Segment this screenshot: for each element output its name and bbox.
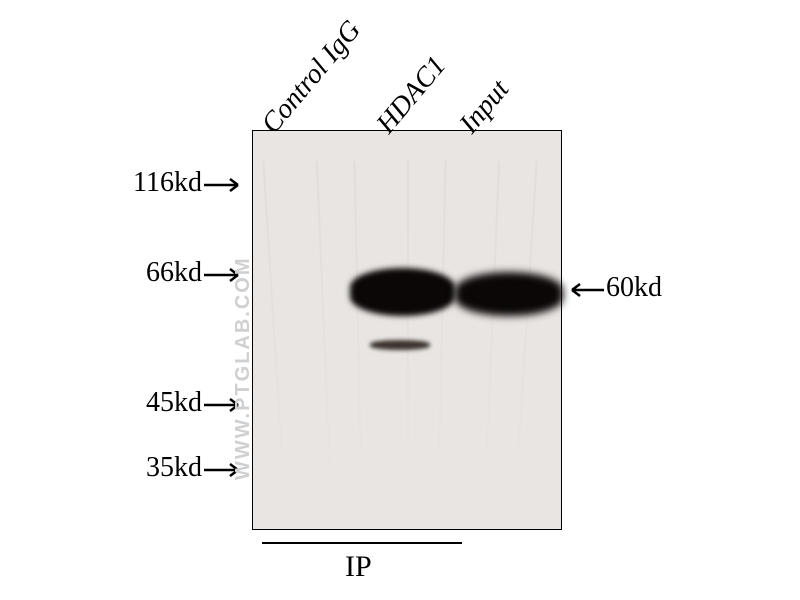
marker-label: 116kd [102, 167, 202, 199]
blot-streak [484, 161, 500, 501]
watermark-text: WWW.PTGLAB.COM [232, 256, 255, 480]
lane-label: Control IgG [255, 15, 367, 140]
band [350, 268, 455, 316]
figure-container: 116kd66kd45kd35kd Control IgGHDAC1Input … [0, 0, 800, 600]
marker-arrow [204, 175, 248, 200]
ip-label: IP [345, 550, 372, 584]
blot-streak [407, 161, 409, 501]
blot-streak [353, 161, 362, 501]
blot-streak [316, 161, 332, 501]
blot-streak [437, 161, 446, 501]
result-arrow [564, 280, 604, 305]
band [455, 272, 563, 316]
marker-label: 45kd [102, 387, 202, 419]
lane-label: HDAC1 [370, 50, 453, 140]
ip-underline [262, 542, 462, 544]
result-band-label: 60kd [606, 272, 662, 304]
blot-streak [262, 161, 285, 500]
blot-membrane [252, 130, 562, 530]
marker-label: 66kd [102, 257, 202, 289]
band [370, 340, 430, 350]
blot-streak [514, 161, 537, 500]
marker-label: 35kd [102, 452, 202, 484]
